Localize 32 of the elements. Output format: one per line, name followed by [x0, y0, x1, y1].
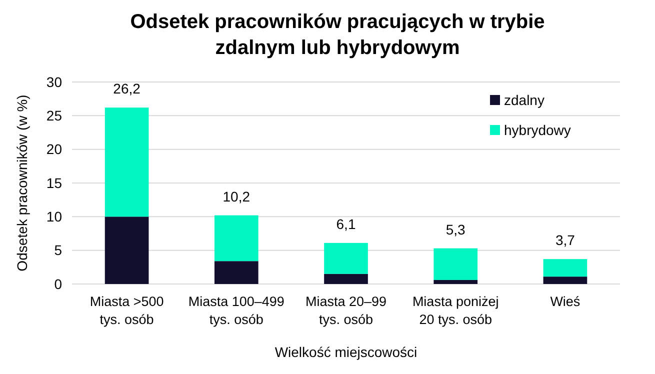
bar — [214, 261, 258, 284]
total-label: 6,1 — [336, 216, 356, 232]
total-label: 10,2 — [222, 188, 250, 204]
x-tick-label: Wieś — [550, 294, 580, 309]
chart-title: Odsetek pracowników pracujących w trybie zdalnym lub hybrydowym — [130, 11, 545, 59]
bar — [324, 274, 368, 284]
y-tick-label: 20 — [46, 141, 62, 158]
total-label: 26,2 — [113, 80, 141, 97]
legend-label: zdalny — [504, 92, 544, 108]
bar — [543, 259, 588, 277]
y-tick-label: 25 — [46, 108, 62, 124]
y-tick-label: 0 — [54, 276, 62, 292]
bar — [214, 215, 258, 262]
y-tick-label: 30 — [46, 74, 62, 90]
y-tick-label: 15 — [46, 174, 62, 191]
y-tick-label: 10 — [46, 208, 62, 225]
x-tick-label: Miasta 20–99 tys. osób — [305, 294, 387, 327]
bar — [104, 108, 149, 217]
bar — [104, 216, 149, 284]
total-label: 3,7 — [555, 232, 576, 248]
y-axis-title: Odsetek pracowników (w %) — [14, 94, 30, 272]
x-tick-label: Miasta >500 tys. osób — [90, 294, 164, 327]
total-label: 5,3 — [446, 221, 466, 238]
bar — [434, 280, 478, 284]
x-tick-label: Miasta 100–499 tys. osób — [188, 294, 284, 327]
y-tick-label: 5 — [54, 242, 62, 258]
bar — [324, 242, 368, 274]
x-tick-label: Miasta poniżej 20 tys. osób — [412, 294, 499, 327]
legend-label: hybrydowy — [504, 122, 571, 138]
x-axis-title: Wielkość miejscowości — [274, 344, 418, 360]
bar — [543, 276, 588, 284]
bar — [434, 248, 478, 280]
